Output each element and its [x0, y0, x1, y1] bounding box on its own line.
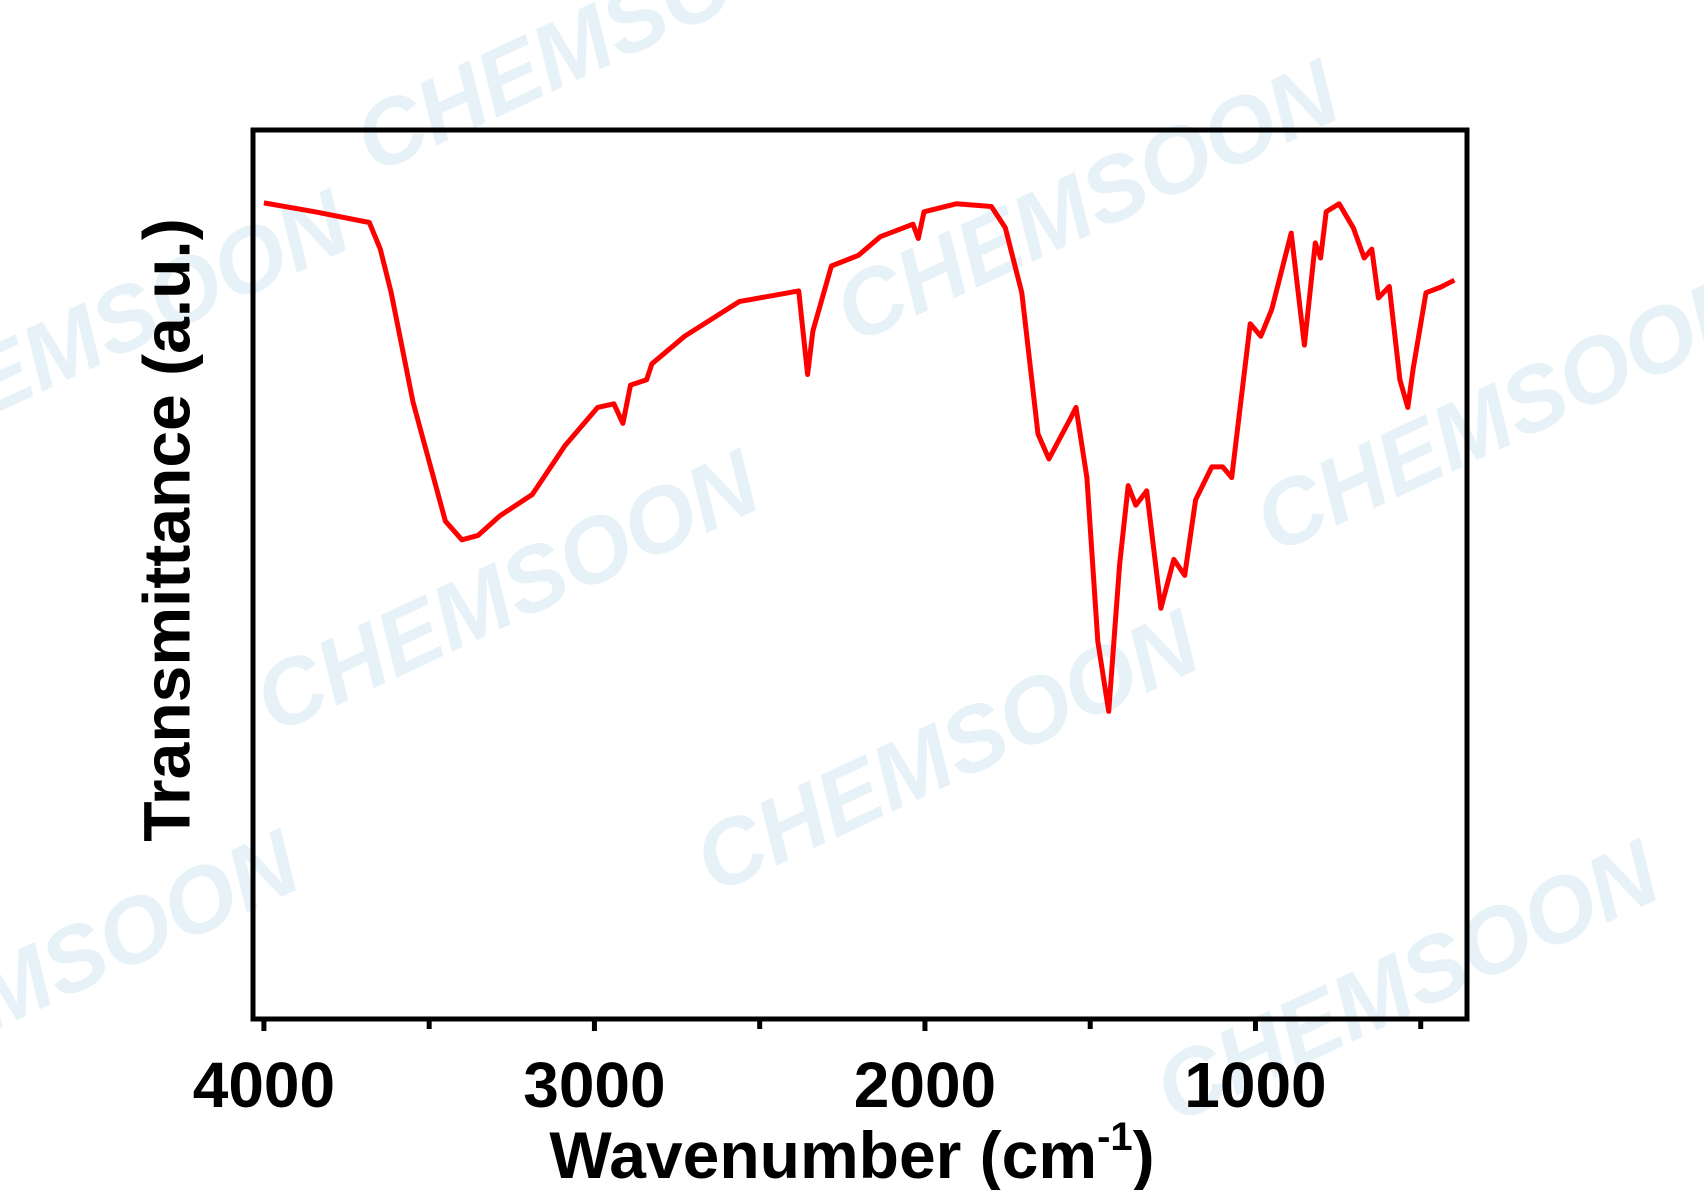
x-tick-label: 2000	[854, 1049, 996, 1121]
spectrum-line	[263, 200, 1456, 714]
y-axis-label: Transmittance (a.u.)	[129, 218, 203, 842]
plot-frame	[250, 127, 1470, 1022]
x-tick-label: 3000	[523, 1049, 665, 1121]
x-tick-label: 1000	[1184, 1049, 1326, 1121]
x-tick-label: 4000	[193, 1049, 335, 1121]
watermarks: CHEMSOONCHEMSOONCHEMSOONCHEMSOONCHEMSOON…	[0, 0, 1704, 1143]
watermark: CHEMSOON	[240, 430, 776, 753]
x-label-text: Wavenumber (cm	[549, 1118, 1097, 1190]
watermark: CHEMSOON	[340, 0, 876, 193]
watermark: CHEMSOON	[820, 40, 1356, 363]
x-label-superscript: -1	[1097, 1115, 1133, 1159]
x-axis-label: Wavenumber (cm-1)	[549, 1115, 1154, 1190]
x-label-suffix: )	[1133, 1118, 1155, 1190]
watermark: CHEMSOON	[680, 590, 1216, 913]
